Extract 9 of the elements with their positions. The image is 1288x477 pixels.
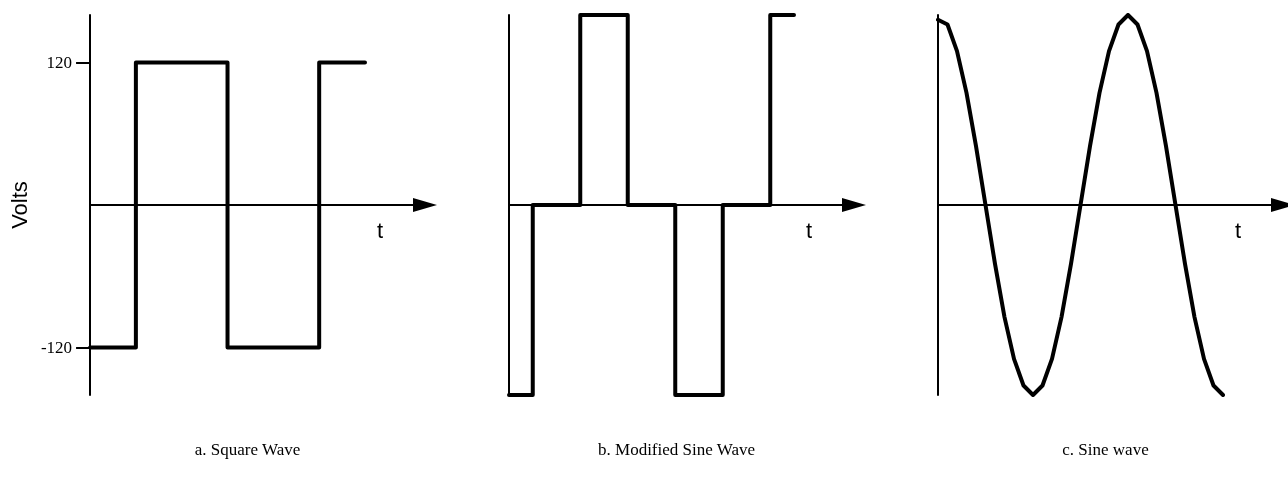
x-axis-title: t (377, 217, 384, 243)
y-tick-label: 120 (46, 53, 73, 72)
y-tick-label: -120 (40, 338, 73, 357)
text: b. Modified Sine Wave (598, 440, 755, 459)
text: a. Square Wave (194, 440, 301, 459)
text: c. Sine wave (1062, 440, 1149, 459)
y-axis-title: Volts (6, 181, 32, 229)
x-axis-title: t (1235, 217, 1242, 243)
x-axis-title: t (806, 217, 813, 243)
